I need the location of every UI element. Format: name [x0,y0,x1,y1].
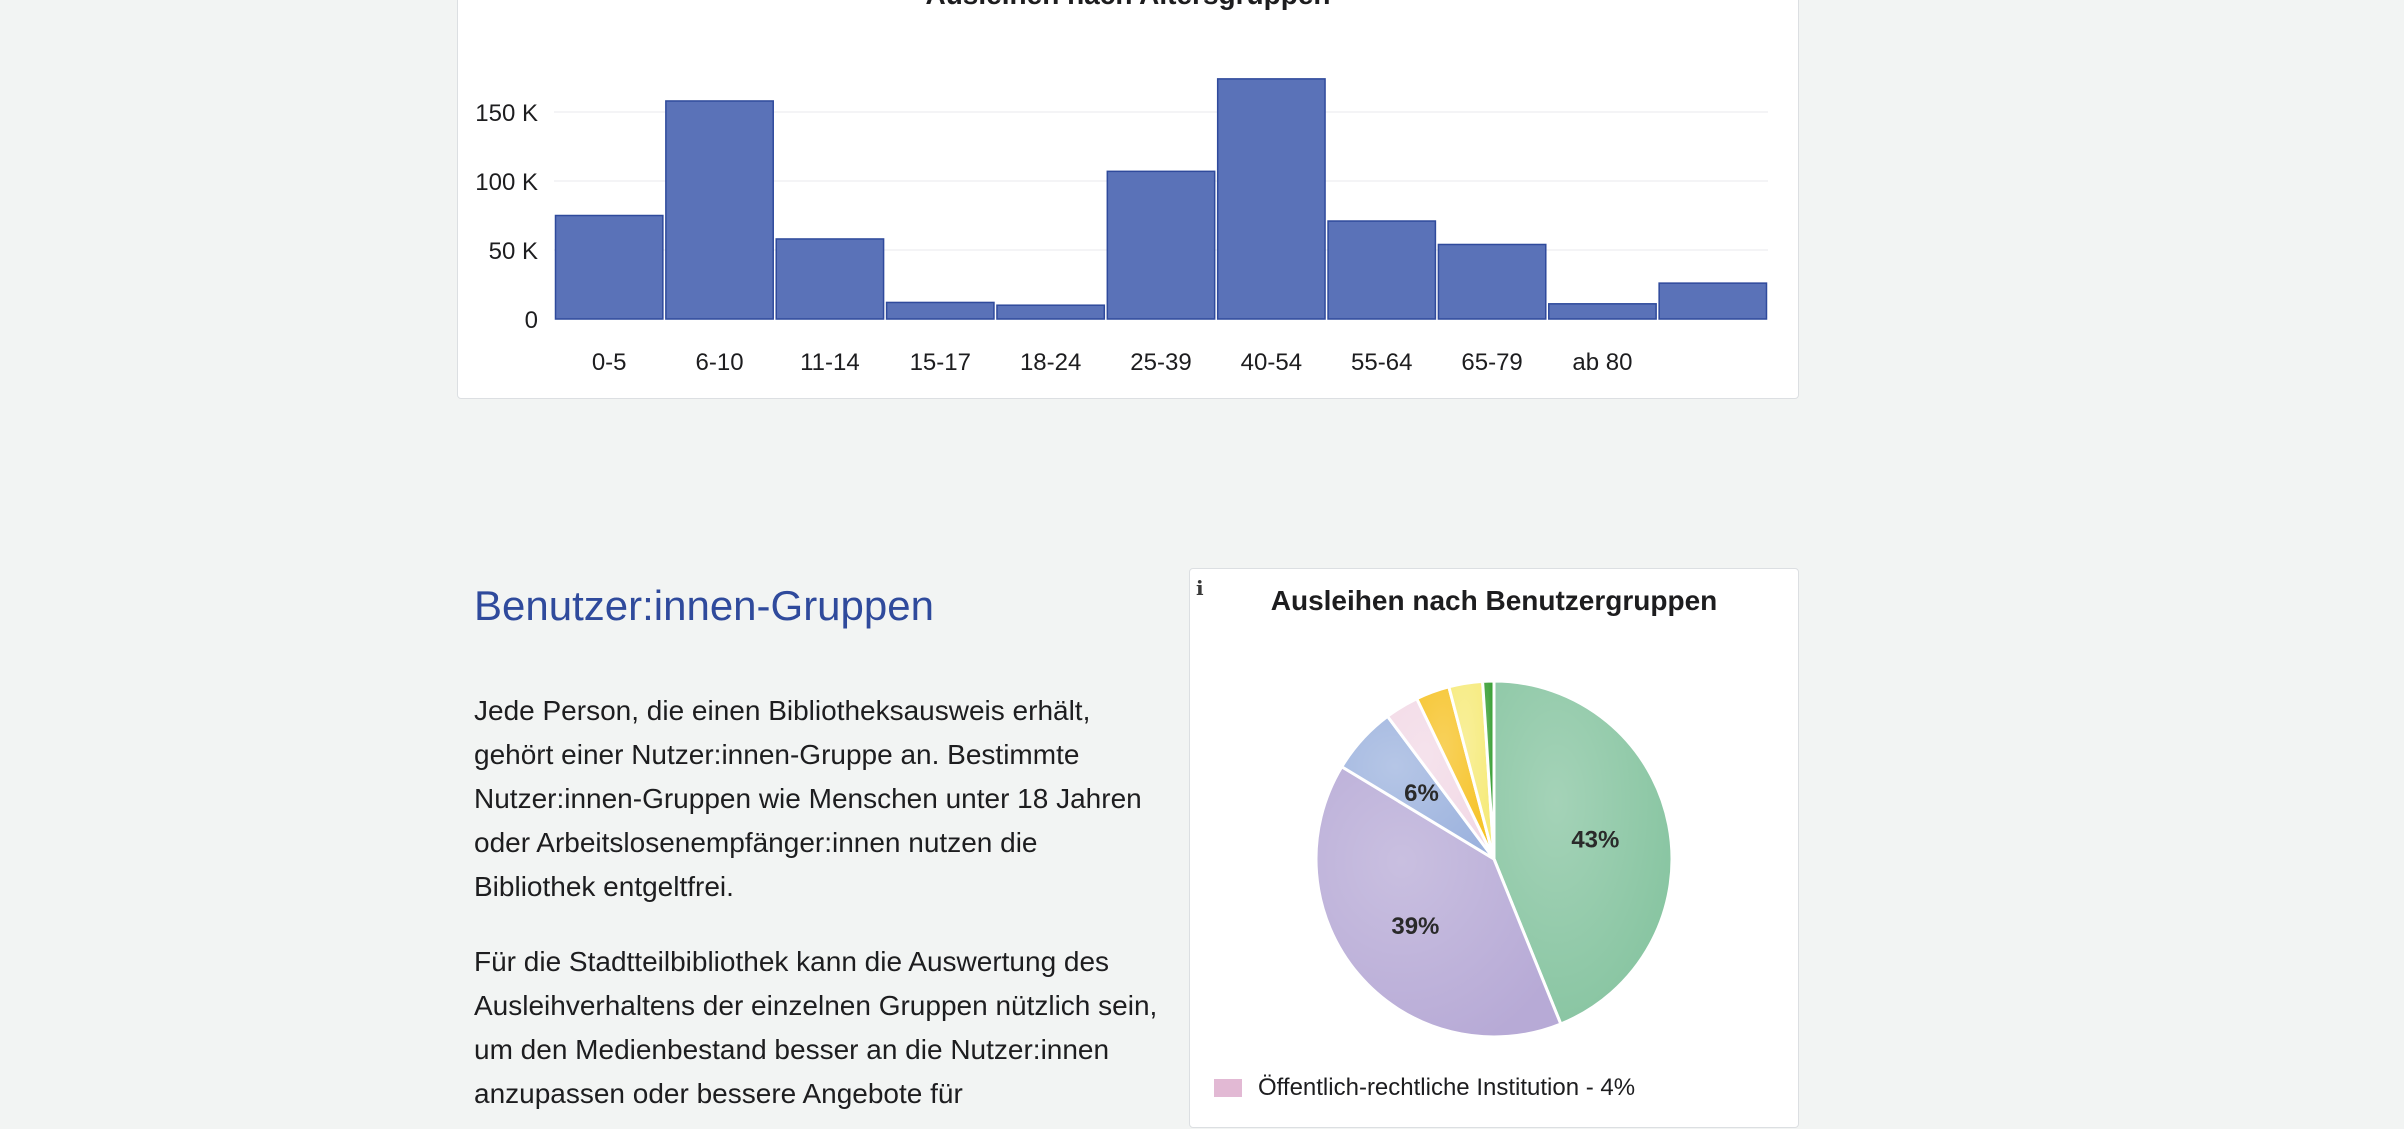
bar-mark[interactable] [996,304,1106,320]
bar-mark[interactable] [1327,220,1437,320]
bar-x-tick-label: ab 80 [1572,349,1632,376]
bar-x-tick-label: 18-24 [1020,349,1081,376]
bar-x-tick-label: 65-79 [1461,349,1522,376]
bar-chart: 0 50 K 100 K 150 K 0-5 6-10 11-14 15-17 18-24 25-… [475,78,1768,376]
bar-mark[interactable] [885,301,995,320]
bar-mark[interactable] [775,238,885,320]
pie-slice-shade [1482,681,1494,859]
pie-chart: 43% 39% 6% [1314,679,1674,1039]
bar-x-tick-label: 11-14 [800,349,860,376]
pie-slice-shade [1316,766,1561,1037]
bar-mark[interactable] [665,100,774,320]
bar-mark[interactable] [1216,78,1326,320]
bar-y-tick-label: 100 K [475,169,538,196]
info-icon[interactable]: i [1196,576,1204,600]
bar-mark[interactable] [554,214,664,320]
pie-slice-shade [1387,698,1494,859]
bar-x-tick-label: 0-5 [592,349,627,376]
bar-mark[interactable] [1106,170,1216,320]
pie-slice-shade [1416,686,1494,859]
bar-y-tick-label: 150 K [475,100,538,127]
bar-x-tick-label: 25-39 [1130,349,1191,376]
bar-mark[interactable] [1658,282,1768,320]
intro-paragraph: Jede Person, die einen Bibliotheksauswei… [474,695,1142,902]
bar-chart-card: Ausleihen nach Altersgruppen 0 50 K 100 K 1… [457,0,1799,399]
bar-chart-title: Ausleihen nach Altersgruppen [458,0,1798,11]
pie-slice-shade [1341,716,1494,859]
bar-y-tick-label: 50 K [489,238,538,265]
bar-x-tick-label: 40-54 [1241,349,1302,376]
bar-mark[interactable] [1437,243,1547,320]
legend-item-public-institution[interactable]: Öffentlich-rechtliche Institution - 4% [1214,1074,1635,1102]
pie-slice-label: 39% [1391,913,1439,940]
bar-mark[interactable] [1548,303,1657,320]
section-heading: Benutzer:innen-Gruppen [474,582,934,629]
bar-x-tick-label: 15-17 [910,349,971,376]
bar-x-tick-label: 55-64 [1351,349,1412,376]
pie-slice-shade [1494,681,1672,1024]
legend-swatch [1214,1079,1242,1097]
pie-slice-label: 6% [1404,780,1439,807]
bar-x-tick-label: 6-10 [696,349,744,376]
pie-chart-title: Ausleihen nach Benutzergruppen [1270,585,1718,616]
pie-slice-label: 43% [1571,826,1619,853]
pie-slice-shade [1448,681,1494,859]
legend-label: Öffentlich-rechtliche Institution - 4% [1258,1074,1636,1101]
analysis-paragraph: Für die Stadtteilbibliothek kann die Aus… [474,946,1158,1109]
bar-y-tick-label: 0 [525,307,538,334]
pie-chart-card: Ausleihen nach Benutzergruppen 43% 39% 6% [1189,568,1799,1128]
